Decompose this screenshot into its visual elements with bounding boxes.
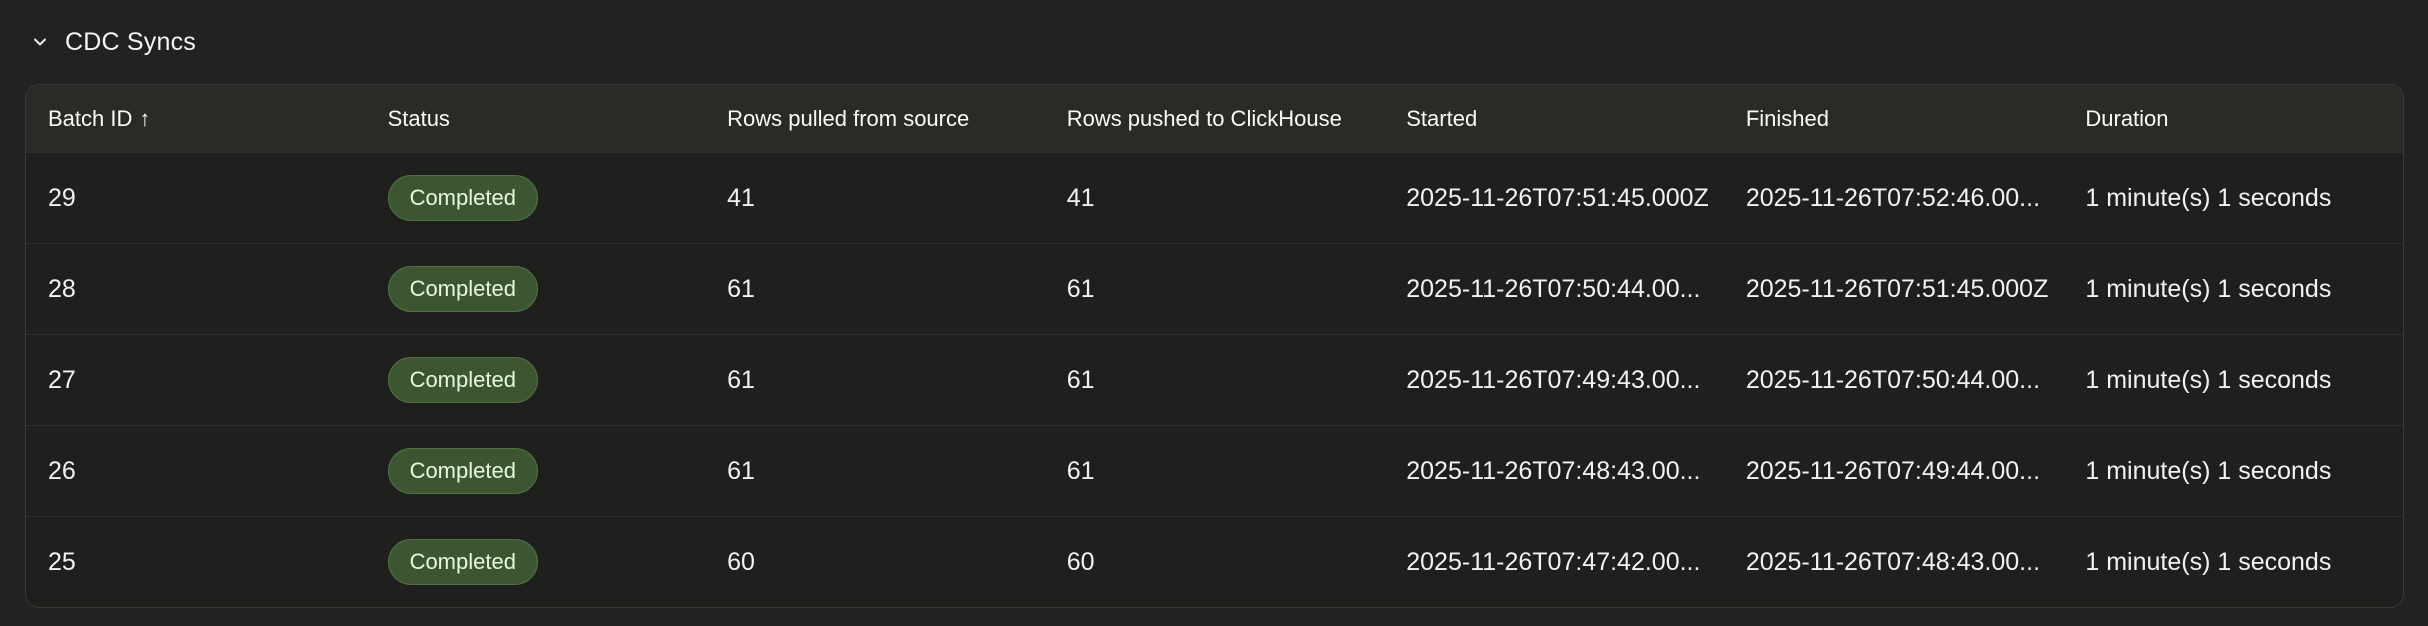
cell-started: 2025-11-26T07:47:42.00... xyxy=(1406,547,1701,576)
cell-rows-pushed: 61 xyxy=(1066,365,1095,394)
cell-finished: 2025-11-26T07:48:43.00... xyxy=(1745,547,2041,576)
column-header-status[interactable]: Status xyxy=(387,105,450,131)
status-badge: Completed xyxy=(387,357,538,403)
chevron-down-icon[interactable] xyxy=(30,32,50,52)
status-badge: Completed xyxy=(387,539,538,585)
cell-batch-id: 29 xyxy=(48,183,76,212)
cell-duration: 1 minute(s) 1 seconds xyxy=(2085,456,2332,485)
section-title: CDC Syncs xyxy=(65,27,196,56)
table-row: 27 Completed 61 61 2025-11-26T07:49:43.0… xyxy=(26,334,2403,425)
cell-rows-pulled: 60 xyxy=(727,547,755,576)
cell-finished: 2025-11-26T07:50:44.00... xyxy=(1745,365,2041,394)
column-header-started[interactable]: Started xyxy=(1406,105,1478,131)
cell-rows-pulled: 41 xyxy=(727,183,755,212)
column-header-rows-pulled[interactable]: Rows pulled from source xyxy=(727,105,970,131)
cell-batch-id: 27 xyxy=(48,365,76,394)
column-header-rows-pushed[interactable]: Rows pushed to ClickHouse xyxy=(1066,105,1342,131)
cell-finished: 2025-11-26T07:49:44.00... xyxy=(1745,456,2041,485)
column-header-finished[interactable]: Finished xyxy=(1745,105,1829,131)
cell-duration: 1 minute(s) 1 seconds xyxy=(2085,547,2332,576)
cell-status: Completed xyxy=(366,266,706,312)
cell-rows-pulled: 61 xyxy=(727,456,755,485)
cell-status: Completed xyxy=(366,357,706,403)
cell-started: 2025-11-26T07:48:43.00... xyxy=(1406,456,1701,485)
cell-duration: 1 minute(s) 1 seconds xyxy=(2085,274,2332,303)
cdc-syncs-table: Batch ID ↑ Status Rows pulled from source… xyxy=(25,84,2404,608)
table-header-row: Batch ID ↑ Status Rows pulled from source… xyxy=(26,85,2403,152)
sort-ascending-icon: ↑ xyxy=(139,105,151,131)
status-badge: Completed xyxy=(387,175,538,221)
cell-rows-pulled: 61 xyxy=(727,274,755,303)
column-header-duration[interactable]: Duration xyxy=(2085,105,2169,131)
table-row: 25 Completed 60 60 2025-11-26T07:47:42.0… xyxy=(26,516,2403,607)
cell-started: 2025-11-26T07:51:45.000Z xyxy=(1406,183,1709,212)
cdc-syncs-section-header: CDC Syncs xyxy=(0,0,2428,57)
cell-duration: 1 minute(s) 1 seconds xyxy=(2085,365,2332,394)
column-header-batch-id[interactable]: Batch ID ↑ xyxy=(48,105,151,131)
cell-batch-id: 28 xyxy=(48,274,76,303)
table-row: 26 Completed 61 61 2025-11-26T07:48:43.0… xyxy=(26,425,2403,516)
cell-finished: 2025-11-26T07:51:45.000Z xyxy=(1745,274,2049,303)
cell-started: 2025-11-26T07:50:44.00... xyxy=(1406,274,1701,303)
cell-started: 2025-11-26T07:49:43.00... xyxy=(1406,365,1701,394)
cell-finished: 2025-11-26T07:52:46.00... xyxy=(1745,183,2041,212)
cell-rows-pulled: 61 xyxy=(727,365,755,394)
cell-status: Completed xyxy=(366,175,706,221)
status-badge: Completed xyxy=(387,266,538,312)
cell-rows-pushed: 61 xyxy=(1066,274,1095,303)
status-badge: Completed xyxy=(387,448,538,494)
cell-rows-pushed: 60 xyxy=(1066,547,1095,576)
cell-status: Completed xyxy=(366,539,706,585)
table-row: 28 Completed 61 61 2025-11-26T07:50:44.0… xyxy=(26,243,2403,334)
cell-rows-pushed: 61 xyxy=(1066,456,1095,485)
cell-status: Completed xyxy=(366,448,706,494)
cell-batch-id: 26 xyxy=(48,456,76,485)
cell-duration: 1 minute(s) 1 seconds xyxy=(2085,183,2332,212)
cell-batch-id: 25 xyxy=(48,547,76,576)
cell-rows-pushed: 41 xyxy=(1066,183,1095,212)
table-row: 29 Completed 41 41 2025-11-26T07:51:45.0… xyxy=(26,152,2403,243)
